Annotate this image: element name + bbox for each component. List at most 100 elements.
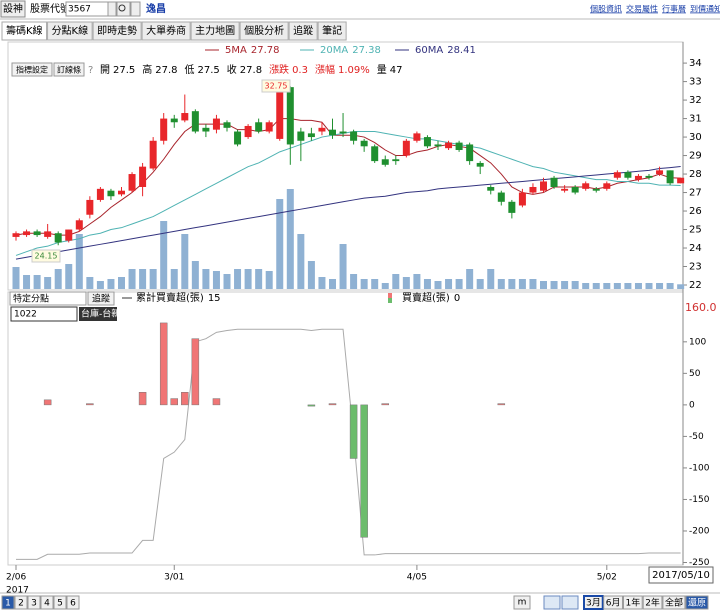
track-button[interactable] — [87, 291, 115, 306]
candle-body — [181, 113, 189, 121]
candle-body — [191, 111, 199, 132]
branch-box — [79, 307, 117, 321]
help[interactable]: ? — [88, 65, 93, 76]
volume-bar — [23, 275, 31, 289]
volume-bar — [318, 277, 326, 289]
candle-body — [118, 190, 125, 195]
volume-bar — [371, 279, 379, 289]
flow-bar — [170, 398, 178, 406]
zoom-button[interactable] — [513, 595, 531, 610]
volume-bar — [381, 283, 389, 289]
tab-label: 個股分析 — [244, 24, 284, 37]
add-button[interactable] — [130, 1, 141, 17]
tab[interactable] — [190, 21, 240, 41]
page-label: 5 — [57, 599, 63, 609]
quote-value: 1.09% — [338, 65, 370, 76]
quote-label: 收 — [227, 63, 237, 76]
y-tick-label: 28 — [689, 169, 702, 180]
code-label: 股票代號 — [30, 2, 70, 15]
toolbar-link[interactable]: 交易屬性 — [626, 4, 658, 14]
tab-label: 分點K線 — [52, 24, 89, 37]
range-button[interactable] — [622, 595, 643, 610]
range-button[interactable] — [583, 595, 604, 610]
ma-line — [15, 118, 681, 236]
range-button[interactable] — [662, 595, 686, 610]
candle-body — [286, 87, 294, 145]
volume-bar — [107, 279, 115, 289]
x-tick-label: 3/01 — [164, 573, 184, 583]
candle-body — [75, 220, 83, 230]
volume-bar — [540, 281, 547, 289]
tab-label: 大單券商 — [146, 24, 186, 37]
logo-button[interactable] — [0, 0, 26, 18]
tool-button[interactable] — [543, 595, 561, 610]
tab-label: 籌碼K線 — [6, 24, 43, 37]
candle-body — [381, 159, 389, 165]
volume-bar — [234, 269, 242, 289]
y-tick-label: -200 — [689, 526, 710, 536]
range-label: 6月 — [606, 598, 621, 609]
annotation: 24.15 — [35, 252, 58, 261]
tab[interactable] — [141, 21, 191, 41]
tab[interactable] — [288, 21, 318, 41]
candle-body — [234, 131, 242, 145]
volume-bar — [160, 221, 168, 289]
range-button[interactable] — [685, 595, 709, 610]
selector-label: 特定分點 — [13, 293, 49, 305]
lines-button[interactable] — [53, 62, 85, 77]
candle-body — [350, 131, 358, 141]
candle-body — [255, 122, 263, 132]
dropdown[interactable] — [107, 1, 117, 17]
cumulative-line — [16, 328, 681, 560]
page-button[interactable] — [27, 595, 41, 610]
quote-value: 27.5 — [113, 65, 135, 76]
candle-body — [170, 118, 178, 123]
candle-body — [276, 87, 284, 139]
tab[interactable] — [92, 21, 142, 41]
volume-bar — [75, 234, 83, 289]
candle-body — [329, 129, 336, 136]
tab[interactable] — [1, 21, 48, 41]
toolbar-link[interactable]: 個股資訊 — [590, 4, 622, 14]
candle-body — [645, 175, 653, 178]
page-button[interactable] — [66, 595, 80, 610]
range-button[interactable] — [603, 595, 623, 610]
stock-name: 逸昌 — [146, 2, 166, 15]
legend-value: 27.78 — [251, 45, 280, 56]
tab[interactable] — [239, 21, 289, 41]
volume-bar — [191, 261, 199, 289]
volume-bar — [423, 279, 431, 289]
volume-bar — [12, 267, 20, 289]
page-button[interactable] — [1, 595, 15, 610]
indicator-button[interactable] — [11, 62, 53, 77]
page-button[interactable] — [14, 595, 28, 610]
candle-body — [529, 186, 537, 193]
tab[interactable] — [47, 21, 93, 41]
selector[interactable] — [9, 291, 87, 306]
toolbar-link[interactable]: 到價通知 — [690, 4, 720, 14]
volume-bar — [571, 281, 579, 289]
code: 3567 — [68, 5, 91, 15]
volume-bar — [518, 279, 526, 289]
toolbar-link[interactable]: 行事曆 — [662, 4, 686, 14]
y-tick-label: 34 — [689, 58, 702, 69]
range-button[interactable] — [642, 595, 663, 610]
flow-bar — [138, 392, 147, 406]
flow-bar — [381, 403, 389, 406]
flow-bar — [307, 404, 316, 407]
range-label: 還原 — [688, 597, 706, 609]
tab[interactable] — [317, 21, 347, 41]
candle-body — [318, 127, 326, 132]
page-button[interactable] — [40, 595, 54, 610]
page-button[interactable] — [53, 595, 67, 610]
candle-body — [561, 188, 569, 191]
quote-value: 27.8 — [155, 65, 177, 76]
volume-bar — [656, 283, 664, 289]
y-tick-label: 26 — [689, 206, 702, 217]
candle-body — [297, 131, 305, 141]
volume-bar — [212, 271, 220, 289]
volume-bar — [149, 269, 157, 289]
tool-button[interactable] — [561, 595, 579, 610]
branch-input[interactable] — [10, 306, 78, 322]
